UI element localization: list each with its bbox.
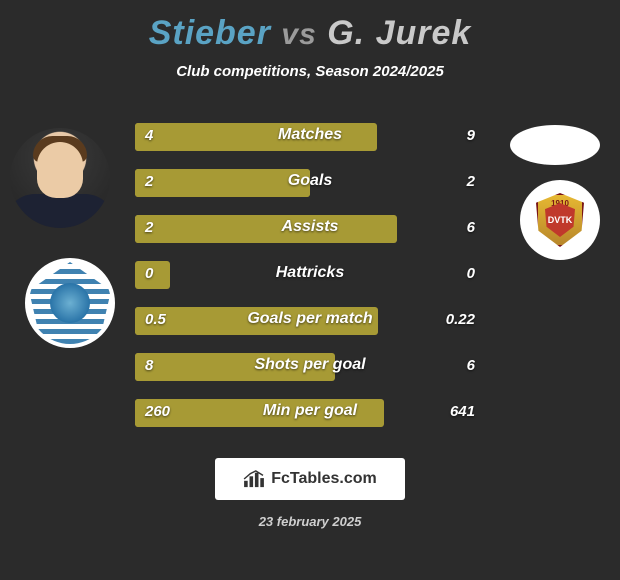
stat-row: 22Goals (135, 166, 485, 200)
subtitle: Club competitions, Season 2024/2025 (0, 63, 620, 80)
chart-icon (243, 470, 265, 488)
stats-area: 49Matches 22Goals 26Assists 00Hattricks 0.50… (135, 120, 485, 442)
player1-name: Stieber (149, 14, 271, 52)
stat-label: Goals per match (135, 310, 485, 328)
stat-row: 86Shots per goal (135, 350, 485, 384)
stat-label: Assists (135, 218, 485, 236)
vs-text: vs (281, 18, 316, 51)
player1-club-badge (25, 258, 115, 348)
player1-avatar (10, 128, 110, 228)
stat-label: Goals (135, 172, 485, 190)
player2-avatar (510, 125, 600, 165)
stat-row: 49Matches (135, 120, 485, 154)
stat-label: Matches (135, 126, 485, 144)
date: 23 february 2025 (0, 514, 620, 529)
stat-row: 0.50.22Goals per match (135, 304, 485, 338)
stat-label: Shots per goal (135, 356, 485, 374)
stat-row: 260641Min per goal (135, 396, 485, 430)
brand-badge[interactable]: FcTables.com (215, 458, 405, 500)
stat-label: Min per goal (135, 402, 485, 420)
comparison-title: Stieber vs G. Jurek (0, 0, 620, 53)
player2-club-badge: 1910 DVTK (520, 180, 600, 260)
player2-name: G. Jurek (327, 14, 471, 52)
brand-text: FcTables.com (271, 470, 377, 488)
stat-label: Hattricks (135, 264, 485, 282)
stat-row: 00Hattricks (135, 258, 485, 292)
stat-row: 26Assists (135, 212, 485, 246)
club2-text: DVTK (548, 215, 573, 225)
